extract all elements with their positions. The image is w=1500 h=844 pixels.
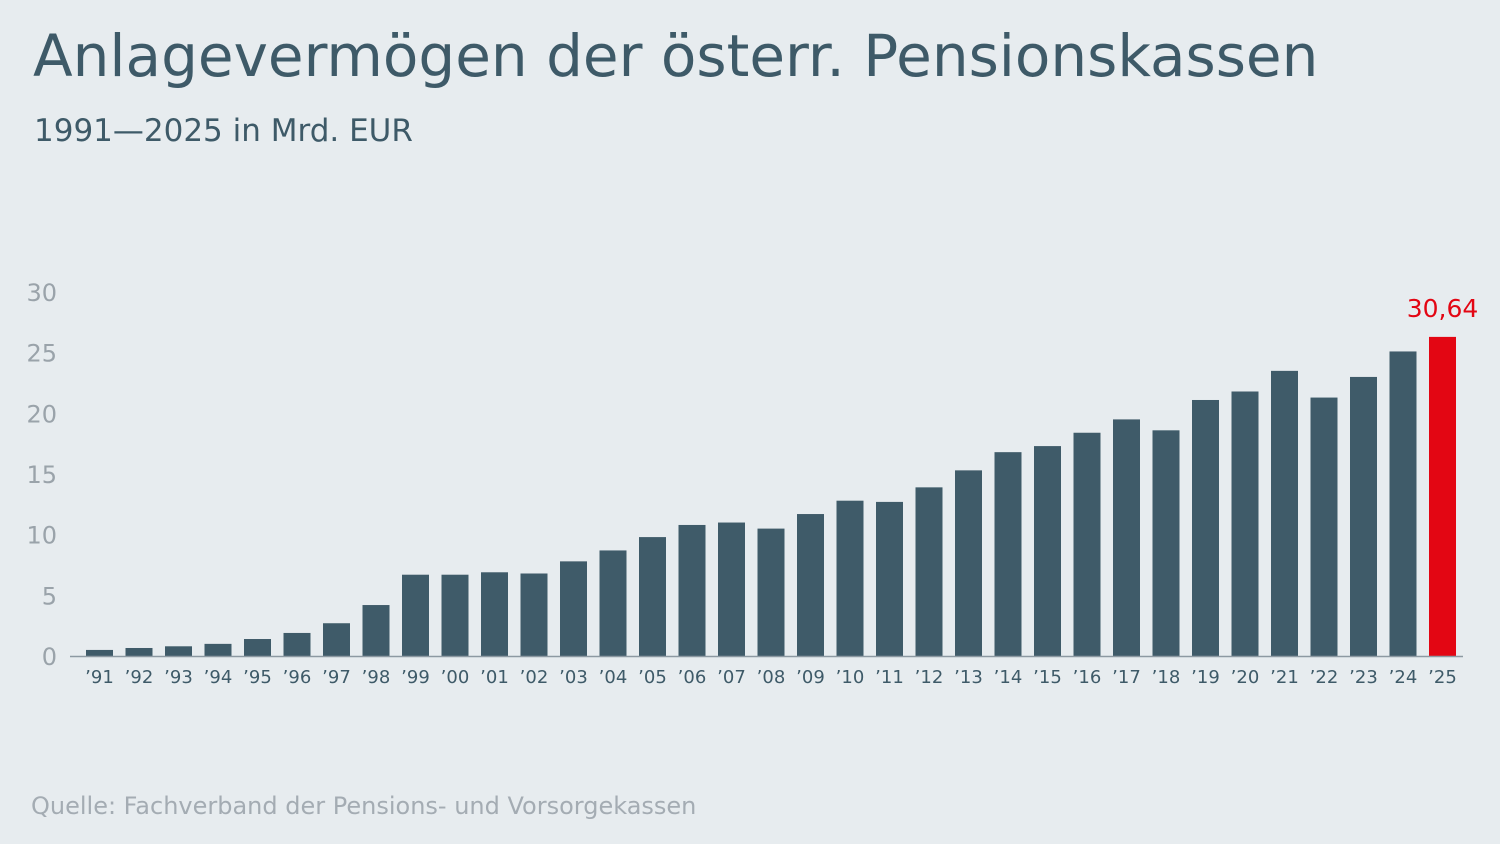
- x-tick-label: ’98: [362, 667, 391, 688]
- y-tick-label: 15: [26, 461, 57, 489]
- bar-14: [994, 452, 1022, 656]
- bar-16: [1073, 432, 1101, 656]
- bar-95: [244, 639, 271, 656]
- bar-04: [599, 550, 627, 656]
- x-tick-label: ’16: [1073, 667, 1102, 688]
- x-tick-label: ’11: [875, 667, 904, 688]
- x-tick-label: ’17: [1112, 667, 1141, 688]
- bar-06: [678, 524, 706, 656]
- bar-08: [757, 528, 785, 656]
- bar-18: [1152, 430, 1180, 656]
- bar-99: [402, 574, 429, 656]
- y-tick-label: 10: [26, 522, 57, 550]
- bar-11: [876, 501, 903, 656]
- x-tick-label: ’96: [283, 667, 312, 688]
- x-tick-label: ’04: [599, 667, 628, 688]
- x-tick-label: ’23: [1349, 667, 1378, 688]
- bar-13: [955, 470, 982, 656]
- bar-02: [520, 573, 548, 656]
- x-tick-label: ’91: [85, 667, 114, 688]
- x-tick-label: ’08: [757, 667, 786, 688]
- x-tick-label: ’94: [204, 667, 233, 688]
- x-tick-label: ’93: [164, 667, 193, 688]
- bar-22: [1310, 397, 1338, 656]
- x-tick-label: ’97: [322, 667, 351, 688]
- bar-23: [1350, 376, 1377, 656]
- chart-title: Anlagevermögen der österr. Pensionskasse…: [33, 22, 1319, 90]
- bar-15: [1034, 446, 1061, 656]
- x-tick-label: ’92: [125, 667, 154, 688]
- x-tick-label: ’20: [1231, 667, 1260, 688]
- y-tick-label: 5: [42, 582, 57, 610]
- y-tick-label: 20: [26, 400, 57, 428]
- x-tick-label: ’07: [717, 667, 746, 688]
- y-tick-label: 25: [26, 340, 57, 368]
- data-label: 30,64: [1407, 294, 1479, 323]
- x-tick-label: ’13: [954, 667, 983, 688]
- bar-10: [836, 500, 864, 656]
- bar-07: [718, 522, 745, 656]
- bar-91: [86, 649, 113, 656]
- x-tick-label: ’99: [401, 667, 430, 688]
- x-tick-label: ’24: [1389, 667, 1418, 688]
- bar-92: [125, 647, 153, 656]
- bar-98: [362, 605, 390, 656]
- x-tick-label: ’19: [1191, 667, 1220, 688]
- x-tick-label: ’00: [441, 667, 470, 688]
- x-tick-label: ’22: [1310, 667, 1339, 688]
- x-tick-label: ’25: [1428, 667, 1457, 688]
- x-tick-label: ’15: [1033, 667, 1062, 688]
- bar-21: [1271, 370, 1298, 656]
- x-tick-label: ’14: [994, 667, 1023, 688]
- bar-20: [1231, 391, 1259, 656]
- bar-94: [204, 643, 232, 656]
- x-tick-label: ’95: [243, 667, 272, 688]
- source-note: Quelle: Fachverband der Pensions- und Vo…: [31, 792, 697, 820]
- x-tick-label: ’21: [1270, 667, 1299, 688]
- bar-01: [481, 572, 508, 656]
- x-tick-label: ’12: [915, 667, 944, 688]
- bar-97: [323, 623, 350, 656]
- x-tick-label: ’05: [638, 667, 667, 688]
- y-tick-label: 30: [26, 279, 57, 307]
- bar-24: [1389, 351, 1417, 656]
- y-tick-label: 0: [42, 643, 57, 671]
- bar-93: [165, 646, 192, 656]
- bar-09: [797, 514, 824, 656]
- bar-96: [283, 632, 311, 656]
- bar-03: [560, 561, 587, 656]
- x-tick-label: ’03: [559, 667, 588, 688]
- bar-00: [441, 574, 469, 656]
- bar-05: [639, 537, 666, 656]
- x-tick-label: ’18: [1152, 667, 1181, 688]
- bar-17: [1113, 419, 1140, 656]
- x-tick-label: ’06: [678, 667, 707, 688]
- bar-12: [915, 487, 943, 656]
- x-tick-label: ’02: [520, 667, 549, 688]
- chart-subtitle: 1991—2025 in Mrd. EUR: [34, 113, 413, 149]
- x-tick-label: ’09: [796, 667, 825, 688]
- bar-19: [1192, 399, 1219, 656]
- bar-25: [1429, 336, 1456, 656]
- x-tick-label: ’10: [836, 667, 865, 688]
- x-tick-label: ’01: [480, 667, 509, 688]
